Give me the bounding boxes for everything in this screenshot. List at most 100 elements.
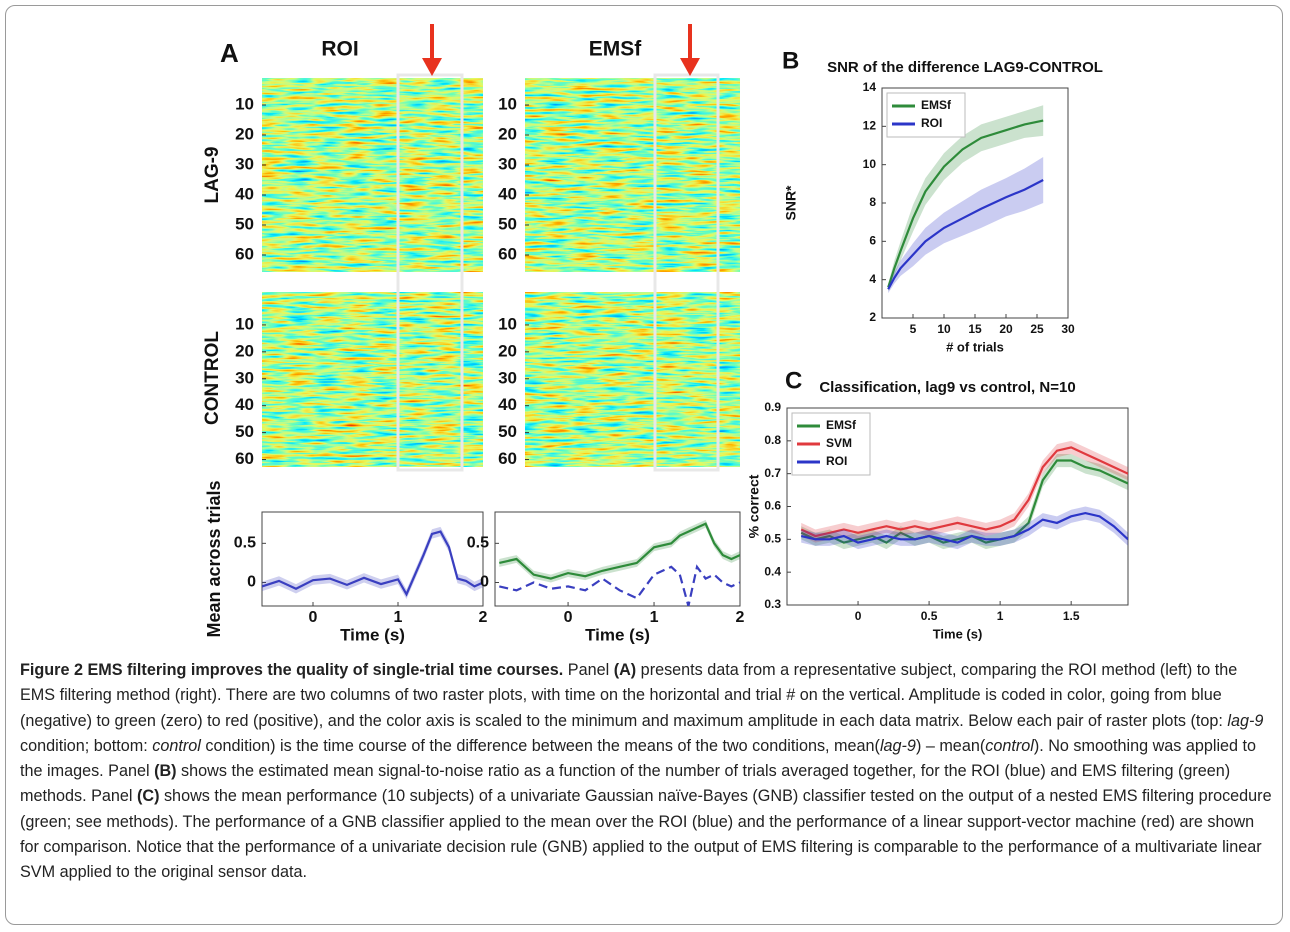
- y-tick-label: 0.4: [764, 564, 781, 578]
- y-tick-label: 0.8: [764, 433, 781, 447]
- raster-tick-label: 40: [498, 184, 517, 203]
- x-tick-label: 0: [309, 609, 318, 626]
- chart-title: Classification, lag9 vs control, N=10: [819, 379, 1075, 396]
- y-axis-label: SNR*: [783, 185, 799, 221]
- y-tick-label: 8: [869, 195, 876, 209]
- legend-label: EMSf: [826, 418, 857, 432]
- caption-run: Figure 2 EMS filtering improves the qual…: [20, 661, 564, 679]
- caption-run: (A): [613, 661, 637, 679]
- caption-run: ). No smoothing was applied to the image…: [20, 736, 1257, 781]
- raster-tick-label: 50: [498, 422, 517, 441]
- x-tick-label: 15: [968, 322, 982, 336]
- series-line: [262, 530, 483, 597]
- panel-label: A: [220, 38, 239, 68]
- panel-label: C: [785, 367, 802, 394]
- figure-frame: [5, 5, 1283, 925]
- caption-run: (C): [136, 787, 160, 806]
- x-tick-label: 1.5: [1063, 609, 1080, 623]
- panel-label: B: [782, 47, 799, 74]
- raster-tick-label: 60: [235, 244, 254, 263]
- legend-box: [886, 92, 966, 138]
- series-line: [800, 511, 1128, 544]
- caption-run: shows the mean performance (10 subjects)…: [20, 787, 1272, 882]
- x-tick-label: 1: [394, 609, 403, 626]
- caption-run: control: [152, 736, 201, 755]
- series-line: [800, 459, 1128, 544]
- series-line: [499, 522, 740, 580]
- y-tick-label: 0.5: [234, 535, 256, 552]
- raster-tick-label: 40: [235, 184, 254, 203]
- raster-tick-label: 20: [498, 341, 517, 360]
- y-tick-label: 0: [247, 574, 256, 591]
- y-tick-label: 0.3: [764, 597, 781, 611]
- raster-tick-label: 60: [235, 449, 254, 468]
- series-line: [887, 179, 1044, 290]
- highlight-window: [653, 73, 720, 472]
- raster-tick-label: 30: [235, 154, 254, 173]
- chart-title: SNR of the difference LAG9-CONTROL: [827, 59, 1103, 76]
- raster-image: [525, 78, 740, 272]
- raster-tick-label: 10: [498, 94, 517, 113]
- x-tick-label: 1: [650, 609, 659, 626]
- x-tick-label: 25: [1030, 322, 1044, 336]
- raster-tick-label: 60: [498, 244, 517, 263]
- chart: 5 10 15 20 25 30 2 4 6 8 10 12 14 EMSf ROI SNR of the d…: [782, 47, 1103, 354]
- series-layer: [499, 519, 740, 606]
- chart: 0 0.5 1 1.5 0.3 0.4 0.5 0.6 0.7 0.8 0.9 EMSf SVM ROI C…: [746, 367, 1129, 641]
- raster-tick-label: 40: [235, 395, 254, 414]
- error-band: [801, 440, 1128, 543]
- y-tick-label: 0.5: [467, 535, 489, 552]
- caption-run: presents data from a representative subj…: [20, 661, 1238, 730]
- raster-tick-label: 10: [498, 314, 517, 333]
- series-line: [800, 446, 1128, 538]
- arrow: [422, 24, 442, 76]
- y-tick-label: 12: [863, 119, 877, 133]
- raster-tick-label: 50: [498, 214, 517, 233]
- series-layer: [262, 526, 483, 599]
- legend-label: ROI: [826, 454, 847, 468]
- series-layer: [887, 105, 1044, 294]
- raster-tick-label: 30: [498, 154, 517, 173]
- error-band: [801, 506, 1128, 550]
- raster-image: [262, 292, 483, 467]
- y-tick-label: 0: [480, 574, 489, 591]
- caption-run: shows the estimated mean signal-to-noise…: [20, 762, 1231, 806]
- x-tick-label: 30: [1061, 322, 1075, 336]
- raster-tick-label: 30: [235, 368, 254, 387]
- raster-tick-label: 20: [235, 341, 254, 360]
- y-tick-label: 2: [869, 310, 876, 324]
- error-band: [888, 157, 1044, 294]
- x-axis-label: Time (s): [585, 625, 650, 644]
- raster-tick-label: 10: [235, 94, 254, 113]
- row-label: LAG-9: [202, 147, 223, 204]
- y-tick-label: 0.6: [764, 499, 781, 513]
- raster-tick-label: 30: [498, 368, 517, 387]
- x-tick-label: 0: [855, 609, 862, 623]
- legend-label: ROI: [921, 116, 942, 130]
- y-tick-label: 10: [863, 157, 877, 171]
- caption-run: condition) is the time course of the dif…: [200, 736, 880, 755]
- figure: A ROI102030405060102030405060EMSf1020304…: [202, 24, 1129, 644]
- series-line: [887, 119, 1044, 288]
- y-tick-label: 0.9: [764, 400, 781, 414]
- series-layer: [800, 440, 1128, 550]
- x-axis-label: Time (s): [340, 625, 405, 644]
- caption-run: lag-9: [1227, 711, 1264, 730]
- chart: 0 1 2 0 0.5 Time (s) Mean across trials: [204, 480, 488, 644]
- y-axis-label: Mean across trials: [204, 480, 224, 637]
- raster-tick-label: 10: [235, 314, 254, 333]
- column-title: EMSf: [589, 38, 643, 61]
- x-tick-label: 1: [997, 609, 1004, 623]
- caption-run: condition; bottom:: [20, 736, 153, 755]
- y-axis-label: % correct: [746, 474, 762, 538]
- raster-tick-label: 50: [235, 422, 254, 441]
- caption-run: ) – mean(: [915, 736, 986, 755]
- caption-run: Panel: [563, 661, 614, 679]
- legend-label: EMSf: [921, 98, 952, 112]
- x-tick-label: 5: [910, 322, 917, 336]
- y-tick-label: 0.7: [764, 466, 781, 480]
- raster-tick-label: 20: [498, 124, 517, 143]
- caption-run: control: [985, 736, 1034, 755]
- y-tick-label: 14: [863, 80, 877, 94]
- y-tick-label: 4: [869, 272, 876, 286]
